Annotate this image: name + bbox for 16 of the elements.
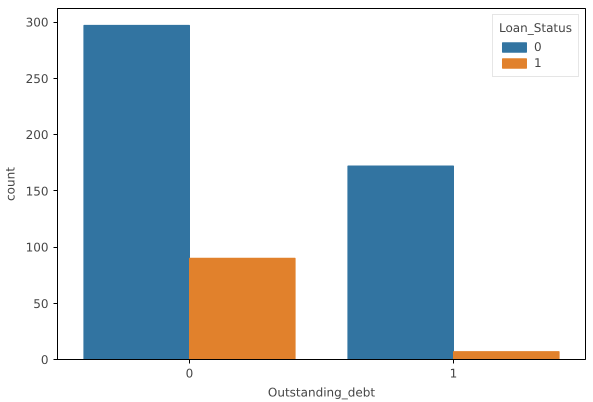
legend-label: 1 — [534, 56, 543, 70]
bar — [453, 351, 560, 360]
y-tick-label: 100 — [26, 240, 48, 254]
y-tick-label: 0 — [40, 353, 49, 367]
y-tick-label: 250 — [26, 72, 48, 86]
y-tick-label: 150 — [26, 184, 48, 198]
legend-label: 0 — [534, 40, 543, 54]
bar — [189, 258, 296, 360]
y-tick-label: 50 — [33, 296, 49, 311]
bar — [347, 166, 454, 360]
y-tick-label: 300 — [26, 16, 48, 30]
bar — [83, 24, 190, 360]
y-tick-label: 200 — [26, 128, 48, 142]
legend-title: Loan_Status — [498, 21, 572, 35]
y-axis-title: count — [4, 166, 18, 201]
x-axis-title: Outstanding_debt — [268, 386, 376, 400]
